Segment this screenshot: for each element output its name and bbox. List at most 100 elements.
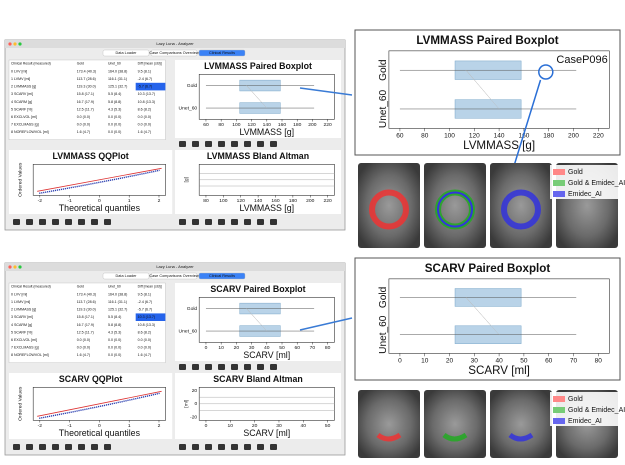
window-button[interactable] <box>18 265 21 268</box>
x-tick-label: 70 <box>310 345 316 351</box>
window-button[interactable] <box>18 42 21 45</box>
tab-label: Data Loader <box>116 51 138 55</box>
tab-label: Clinical Results <box>209 274 235 278</box>
toolbar-button[interactable] <box>205 444 212 450</box>
toolbar-button[interactable] <box>205 364 212 370</box>
toolbar-button[interactable] <box>270 444 277 450</box>
x-tick-label: 220 <box>593 132 604 139</box>
x-tick-label: 60 <box>396 132 404 139</box>
x-axis-label: SCARV [ml] <box>243 428 290 438</box>
table-cell: 5 SCARF [%] <box>11 107 32 111</box>
toolbar-button[interactable] <box>218 444 225 450</box>
toolbar-button[interactable] <box>231 444 238 450</box>
toolbar-button[interactable] <box>26 444 33 450</box>
toolbar-button[interactable] <box>13 444 20 450</box>
toolbar-button[interactable] <box>65 219 72 225</box>
toolbar-button[interactable] <box>65 444 72 450</box>
x-tick-label: 20 <box>446 357 454 364</box>
table-cell: 5.5 (8.4) <box>108 315 121 319</box>
mri-image <box>358 390 420 458</box>
x-axis-label: LVMMASS [g] <box>240 203 295 213</box>
mri-image <box>358 163 420 248</box>
toolbar-button[interactable] <box>13 219 20 225</box>
table-cell: 6 EXCLVOL [ml] <box>11 115 37 119</box>
toolbar-button[interactable] <box>78 219 85 225</box>
toolbar-button[interactable] <box>26 219 33 225</box>
legend-label: Emidec_AI <box>568 191 602 198</box>
toolbar-button[interactable] <box>39 219 46 225</box>
legend-label: Gold <box>568 169 583 176</box>
toolbar-button[interactable] <box>192 444 199 450</box>
window-button[interactable] <box>13 42 16 45</box>
toolbar-button[interactable] <box>218 141 225 147</box>
toolbar-button[interactable] <box>257 444 264 450</box>
x-tick-label: 220 <box>324 122 332 128</box>
x-axis-label: SCARV [ml] <box>468 364 530 377</box>
y-tick-label: Unet_60 <box>378 315 389 354</box>
toolbar-button[interactable] <box>91 219 98 225</box>
toolbar-button[interactable] <box>231 364 238 370</box>
toolbar-button[interactable] <box>231 219 238 225</box>
y-tick-label: Unet_60 <box>179 328 198 334</box>
legend-swatch <box>553 180 565 186</box>
table-cell: 113.7 (28.6) <box>77 77 96 81</box>
table-cell: 2 LVMMASS [g] <box>11 308 36 312</box>
toolbar-button[interactable] <box>231 141 238 147</box>
table-cell: 5.8 (8.8) <box>108 100 121 104</box>
x-tick-label: 100 <box>444 132 455 139</box>
window-title: Lazy Luna - Analyzer <box>156 41 194 46</box>
toolbar-button[interactable] <box>192 219 199 225</box>
x-tick-label: -2 <box>38 423 43 429</box>
toolbar-button[interactable] <box>244 364 251 370</box>
toolbar-button[interactable] <box>52 444 59 450</box>
plot-title: LVMMASS QQPlot <box>53 151 129 161</box>
toolbar-button[interactable] <box>39 444 46 450</box>
window-button[interactable] <box>13 265 16 268</box>
toolbar-button[interactable] <box>218 364 225 370</box>
x-axis-label: SCARV [ml] <box>243 350 290 360</box>
x-tick-label: 20 <box>234 345 240 351</box>
table-cell: 5.5 (8.4) <box>108 92 121 96</box>
y-axis-label: Ordered Values <box>17 386 23 421</box>
toolbar-button[interactable] <box>244 444 251 450</box>
window-button[interactable] <box>8 42 11 45</box>
plot-title: SCARV QQPlot <box>59 374 122 384</box>
x-tick-label: 180 <box>293 122 301 128</box>
toolbar-button[interactable] <box>78 444 85 450</box>
y-tick-label: 20 <box>192 388 198 394</box>
table-cell: 10.3 (13.7) <box>138 315 155 319</box>
toolbar-button[interactable] <box>179 444 186 450</box>
toolbar-button[interactable] <box>205 219 212 225</box>
table-cell: 1 LVMV [ml] <box>11 300 30 304</box>
window-button[interactable] <box>8 265 11 268</box>
mri-image <box>424 390 486 458</box>
toolbar-button[interactable] <box>205 141 212 147</box>
toolbar-button[interactable] <box>192 141 199 147</box>
tab-label: Case Comparisons Overview <box>149 274 198 278</box>
toolbar-button[interactable] <box>257 364 264 370</box>
toolbar-button[interactable] <box>257 219 264 225</box>
table-cell: 0.0 (0.0) <box>108 353 121 357</box>
toolbar-button[interactable] <box>52 219 59 225</box>
x-tick-label: 80 <box>325 345 331 351</box>
toolbar-button[interactable] <box>244 141 251 147</box>
toolbar-button[interactable] <box>244 219 251 225</box>
toolbar-button[interactable] <box>270 141 277 147</box>
toolbar-button[interactable] <box>270 364 277 370</box>
table-cell: -5.7 (6.7) <box>138 85 153 89</box>
toolbar-button[interactable] <box>104 219 111 225</box>
toolbar-button[interactable] <box>192 364 199 370</box>
table-cell: 5.8 (8.8) <box>108 323 121 327</box>
toolbar-button[interactable] <box>270 219 277 225</box>
x-tick-label: 2 <box>158 198 161 204</box>
toolbar-button[interactable] <box>179 364 186 370</box>
plot-title: SCARV Paired Boxplot <box>425 262 551 275</box>
y-tick-label: Unet_60 <box>378 89 389 128</box>
toolbar-button[interactable] <box>218 219 225 225</box>
toolbar-button[interactable] <box>257 141 264 147</box>
toolbar-button[interactable] <box>91 444 98 450</box>
mri-image <box>424 163 486 248</box>
toolbar-button[interactable] <box>104 444 111 450</box>
toolbar-button[interactable] <box>179 141 186 147</box>
toolbar-button[interactable] <box>179 219 186 225</box>
